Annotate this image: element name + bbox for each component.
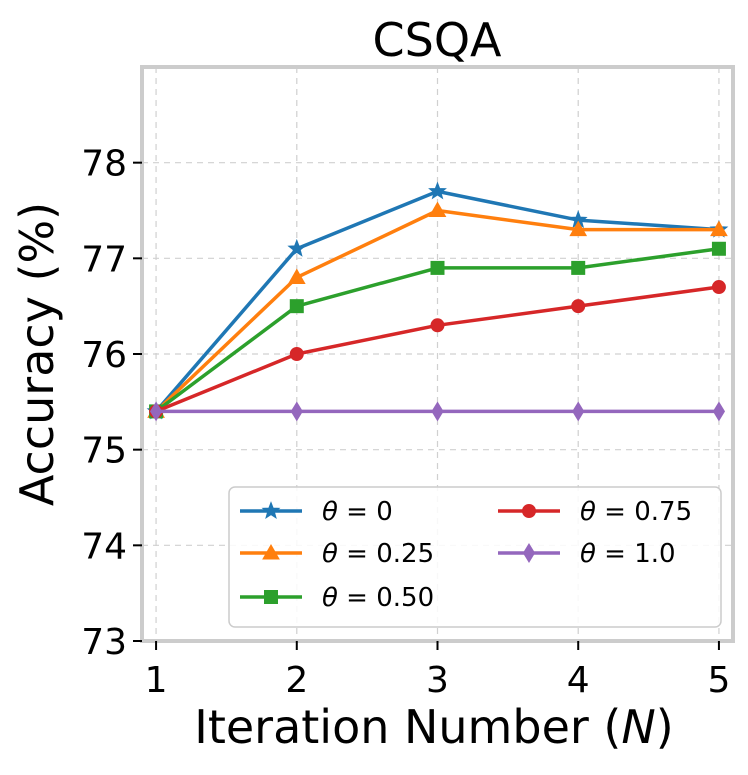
data-point-square <box>430 260 445 275</box>
data-point-diamond <box>149 401 163 422</box>
data-point-triangle <box>569 220 588 237</box>
x-axis-title-text: Iteration Number ( <box>194 700 621 754</box>
legend-label-symbol: θ <box>322 583 338 613</box>
data-point-diamond <box>712 401 726 422</box>
legend-marker-diamond <box>522 543 536 563</box>
legend-entry-1: θ = 0.25 <box>240 539 434 569</box>
legend-marker-star <box>261 501 281 520</box>
legend-label-value: = 0.50 <box>338 583 434 613</box>
data-point-star <box>428 181 447 200</box>
legend-label-symbol: θ <box>322 539 338 569</box>
y-tick-label: 76 <box>81 335 127 376</box>
y-tick-label: 75 <box>81 431 127 472</box>
series-group <box>146 181 729 422</box>
data-point-circle <box>571 299 586 314</box>
legend-label: θ = 0.25 <box>322 539 434 569</box>
x-tick-label: 4 <box>567 660 590 701</box>
legend-marker-square <box>264 590 278 604</box>
legend-entry-0: θ = 0 <box>240 497 393 527</box>
legend-label-symbol: θ <box>580 539 596 569</box>
y-tick-label: 74 <box>81 526 127 567</box>
chart-title: CSQA <box>373 13 503 67</box>
data-point-circle <box>289 347 304 361</box>
legend-label-value: = 1.0 <box>596 539 676 569</box>
data-point-square <box>289 299 304 314</box>
x-tick-label: 2 <box>285 660 308 701</box>
legend-entry-3: θ = 0.75 <box>498 497 692 527</box>
y-tick-label: 78 <box>81 144 127 185</box>
data-point-triangle <box>710 220 728 237</box>
legend-label: θ = 1.0 <box>580 539 676 569</box>
legend-label-value: = 0 <box>338 497 393 527</box>
legend-label-symbol: θ <box>322 497 338 527</box>
legend: θ = 0θ = 0.25θ = 0.50θ = 0.75θ = 1.0 <box>228 486 722 628</box>
series-line-2 <box>149 241 726 419</box>
x-axis-title-variable: N <box>621 700 655 754</box>
legend-label: θ = 0.75 <box>580 497 692 527</box>
x-tick-label: 3 <box>426 660 449 701</box>
series-line-1 <box>147 201 728 418</box>
y-axis-title: Accuracy (%) <box>10 202 64 506</box>
data-point-circle <box>711 280 726 295</box>
legend-marker-triangle <box>262 543 280 560</box>
series-line-4 <box>149 401 726 422</box>
data-point-diamond <box>290 401 303 422</box>
legend-label: θ = 0 <box>322 497 393 527</box>
data-point-square <box>571 260 586 275</box>
data-point-diamond <box>572 401 585 422</box>
legend-label-value: = 0.75 <box>596 497 692 527</box>
x-axis-title: Iteration Number (N) <box>194 700 673 754</box>
legend-box <box>228 486 722 628</box>
legend-label-symbol: θ <box>580 497 596 527</box>
data-point-circle <box>430 318 445 333</box>
data-point-diamond <box>431 401 444 422</box>
data-point-triangle <box>428 201 447 217</box>
data-point-star <box>287 238 307 257</box>
legend-marker-circle <box>522 504 536 518</box>
x-tick-label: 5 <box>707 660 730 701</box>
legend-label: θ = 0.50 <box>322 583 434 613</box>
y-tick-label: 73 <box>81 622 127 663</box>
legend-entry-2: θ = 0.50 <box>240 583 434 613</box>
x-tick-label: 1 <box>145 660 168 701</box>
y-tick-label: 77 <box>81 239 127 280</box>
legend-label-value: = 0.25 <box>338 539 434 569</box>
x-axis-title-end: ) <box>656 700 674 754</box>
legend-entry-4: θ = 1.0 <box>498 539 676 569</box>
data-point-square <box>711 241 726 256</box>
data-point-triangle <box>287 268 306 284</box>
axes: 73 74 75 76 77 78 1 2 3 4 5 <box>81 144 730 701</box>
